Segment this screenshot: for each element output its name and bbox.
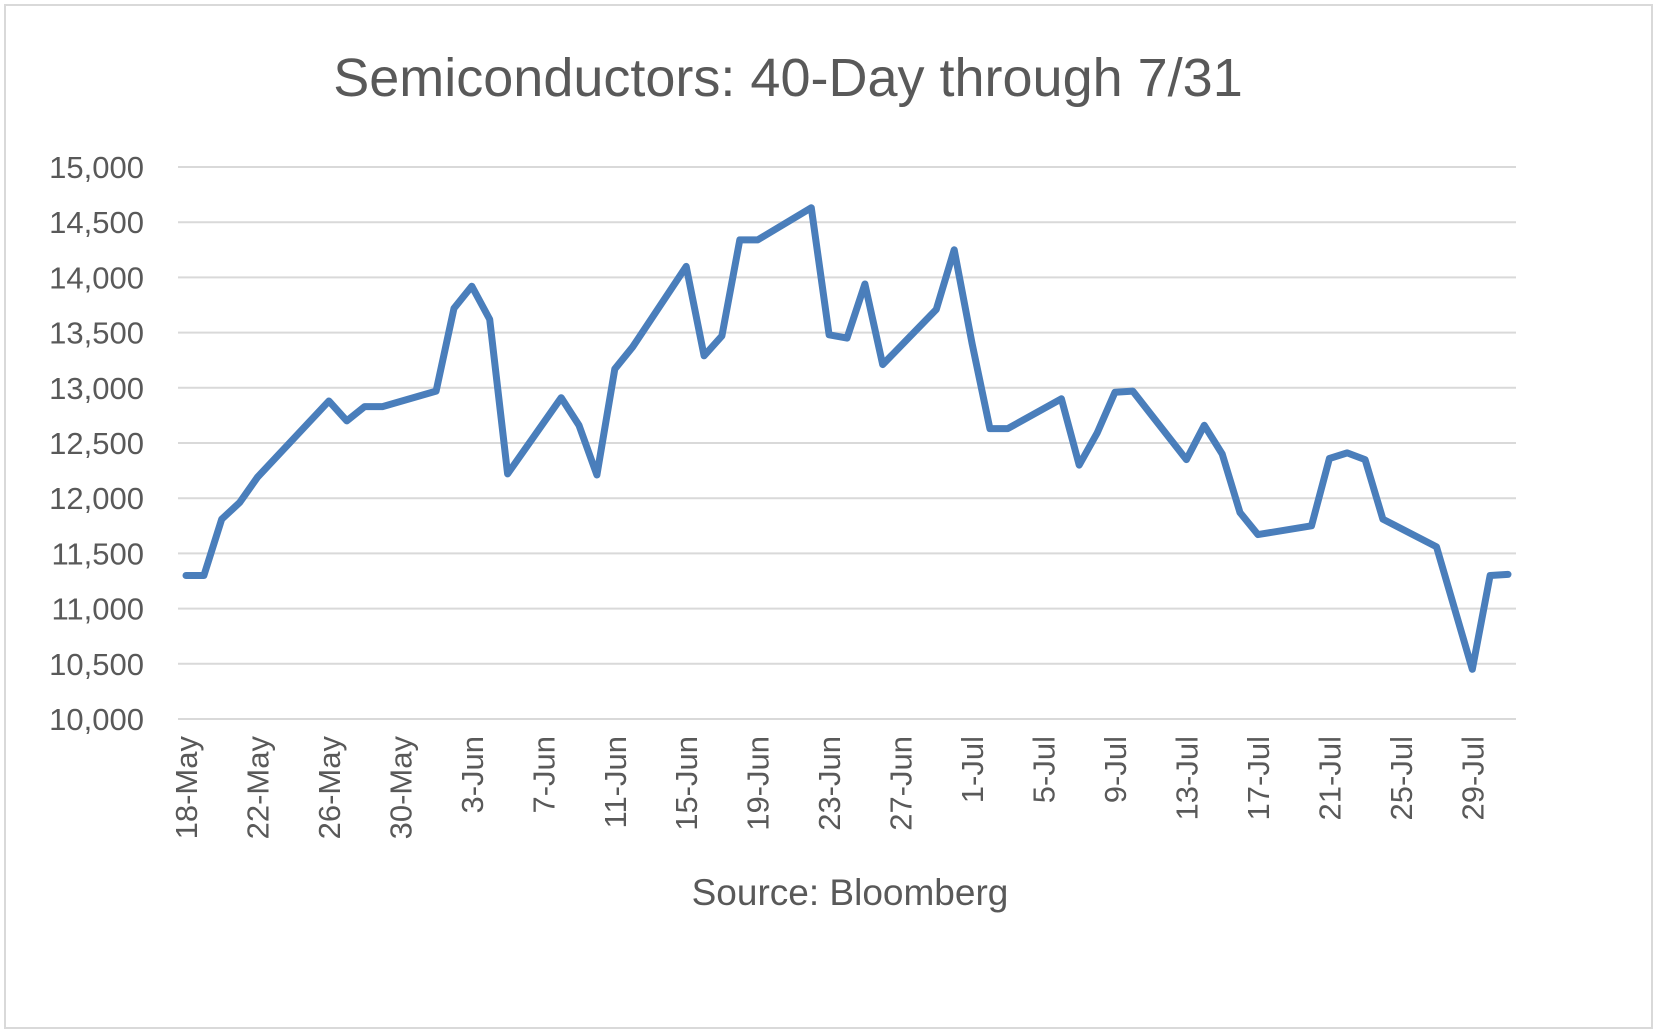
y-tick-label: 14,500 [49,205,144,240]
y-tick-label: 15,000 [49,150,144,185]
chart-frame: Semiconductors: 40-Day through 7/31 10,0… [4,4,1653,1029]
x-tick-label: 19-Jun [741,736,776,831]
x-tick-label: 29-Jul [1455,736,1490,820]
x-tick-label: 25-Jul [1384,736,1419,820]
chart-title: Semiconductors: 40-Day through 7/31 [333,48,1243,108]
y-tick-label: 10,000 [49,702,144,737]
y-tick-label: 13,000 [49,371,144,406]
x-tick-label: 1-Jul [955,736,990,803]
x-tick-label: 9-Jul [1098,736,1133,803]
x-tick-label: 5-Jul [1027,736,1062,803]
series-line [182,204,1512,673]
x-tick-label: 30-May [383,736,418,840]
y-tick-label: 12,500 [49,426,144,461]
x-tick-label: 13-Jul [1169,736,1204,820]
y-tick-label: 13,500 [49,316,144,351]
y-tick-label: 10,500 [49,647,144,682]
x-tick-label: 18-May [169,736,204,840]
x-tick-label: 17-Jul [1241,736,1276,820]
y-axis-ticks: 10,000 10,500 11,000 11,500 12,000 12,500 13,0… [49,150,144,737]
y-tick-label: 11,000 [51,592,144,627]
gridlines [178,166,1516,720]
y-tick-label: 14,000 [49,260,144,295]
x-tick-label: 21-Jul [1312,736,1347,820]
x-axis-label: Source: Bloomberg [692,872,1009,913]
x-tick-label: 26-May [312,736,347,840]
y-tick-label: 11,500 [51,536,144,571]
x-axis-ticks: 18-May 22-May 26-May 30-May 3-Jun 7-Jun 11-Jun… [169,736,1490,840]
x-tick-label: 11-Jun [598,736,633,829]
x-tick-label: 15-Jun [669,736,704,831]
x-tick-label: 3-Jun [455,736,490,814]
series [182,204,1512,673]
x-tick-label: 22-May [240,736,275,840]
x-tick-label: 27-Jun [884,736,919,831]
x-tick-label: 23-Jun [812,736,847,831]
y-tick-label: 12,000 [49,481,144,516]
x-tick-label: 7-Jun [526,736,561,814]
chart: Semiconductors: 40-Day through 7/31 10,0… [49,48,1516,913]
